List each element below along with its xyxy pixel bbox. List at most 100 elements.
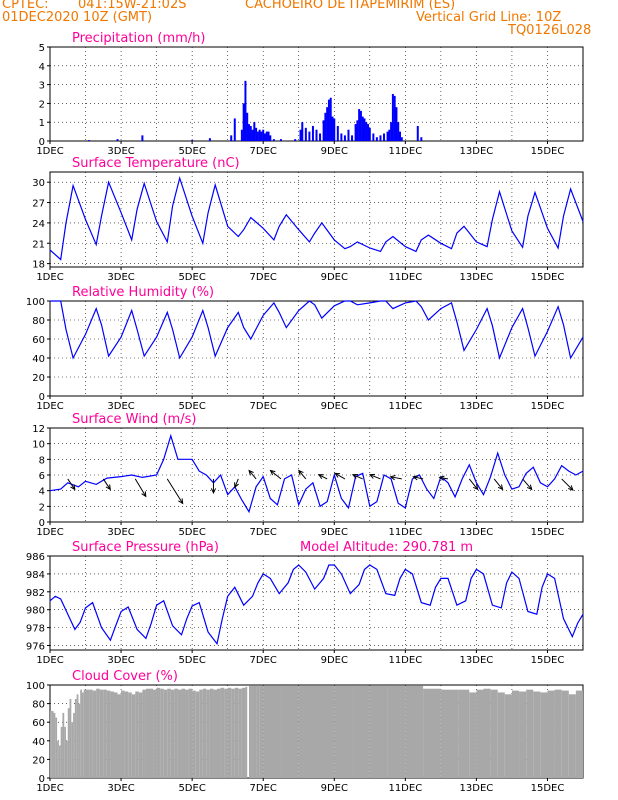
- panel-title-wind: Surface Wind (m/s): [72, 412, 196, 427]
- panel-title-precip: Precipitation (mm/h): [72, 31, 205, 46]
- wind-arrow-shaft: [390, 476, 402, 480]
- bar-precip: [329, 97, 332, 141]
- xtick-label-wind: 11DEC: [388, 527, 422, 538]
- wind-arrow-shaft: [298, 470, 307, 480]
- bar-precip: [383, 133, 386, 141]
- bar-precip: [365, 122, 368, 141]
- bar-precip: [397, 122, 400, 141]
- xtick-label-cloud: 11DEC: [388, 783, 422, 794]
- xtick-label-wind: 7DEC: [250, 527, 277, 538]
- xtick-label-rh: 7DEC: [250, 401, 277, 412]
- xtick-label-rh: 13DEC: [460, 401, 494, 412]
- series-line-temp: [49, 175, 584, 261]
- xtick-label-wind: 9DEC: [321, 527, 348, 538]
- bar-precip: [372, 133, 375, 141]
- bar-precip: [315, 129, 318, 141]
- bar-cloud: [83, 689, 86, 778]
- bar-cloud: [540, 692, 548, 778]
- bar-precip: [351, 135, 354, 141]
- xtick-label-wind: 3DEC: [107, 527, 134, 538]
- ytick-label-cloud: 100: [26, 681, 45, 692]
- bar-precip: [379, 135, 382, 141]
- bar-cloud: [497, 692, 505, 778]
- bar-cloud: [199, 689, 203, 778]
- bar-precip: [304, 127, 307, 141]
- bar-cloud: [387, 685, 406, 778]
- bar-precip: [88, 140, 91, 141]
- bar-cloud: [78, 703, 81, 778]
- bar-cloud: [106, 690, 111, 778]
- bar-cloud: [65, 740, 68, 778]
- ytick-label-wind: 10: [32, 440, 45, 451]
- ytick-label-pres: 980: [26, 606, 45, 617]
- wind-arrow-shaft: [522, 478, 533, 490]
- bar-precip: [242, 103, 245, 141]
- bar-cloud: [76, 694, 79, 778]
- bar-precip: [141, 135, 144, 141]
- bar-cloud: [73, 712, 75, 778]
- wind-arrow-head: [568, 485, 574, 491]
- xtick-label-temp: 9DEC: [321, 272, 348, 283]
- xtick-label-temp: 1DEC: [36, 272, 63, 283]
- bar-precip: [390, 122, 393, 141]
- ytick-label-pres: 986: [26, 552, 45, 563]
- xtick-label-temp: 15DEC: [531, 272, 565, 283]
- header-source: CPTEC:: [2, 0, 49, 12]
- bar-cloud: [192, 690, 196, 778]
- bar-precip: [361, 116, 364, 141]
- bar-cloud: [67, 708, 70, 778]
- panel-frame-precip: [49, 46, 584, 142]
- bar-precip: [230, 135, 233, 141]
- bar-precip: [420, 137, 423, 141]
- bar-precip: [247, 124, 250, 141]
- ytick-label-precip: 4: [39, 62, 45, 73]
- bar-precip: [244, 80, 247, 141]
- ytick-label-precip: 5: [39, 43, 45, 54]
- xtick-label-pres: 5DEC: [178, 655, 205, 666]
- xtick-label-wind: 1DEC: [36, 527, 63, 538]
- xtick-label-precip: 13DEC: [460, 146, 494, 157]
- bar-cloud: [440, 689, 459, 778]
- xtick-label-cloud: 13DEC: [460, 783, 494, 794]
- wind-arrow-head: [178, 498, 184, 505]
- series-line-pres: [49, 564, 584, 646]
- bar-cloud: [561, 690, 569, 778]
- xtick-label-pres: 9DEC: [321, 655, 348, 666]
- xtick-label-precip: 15DEC: [531, 146, 565, 157]
- bar-cloud: [124, 691, 129, 778]
- bar-precip: [260, 131, 263, 141]
- bar-cloud: [85, 689, 90, 778]
- panel-frame-rh: [49, 300, 584, 397]
- bar-precip: [251, 129, 254, 141]
- wind-arrow-shaft: [561, 478, 574, 491]
- bar-precip: [327, 99, 330, 141]
- bar-precip: [368, 127, 371, 141]
- panel-title-temp: Surface Temperature (nC): [72, 156, 240, 171]
- series-line-rh: [50, 300, 584, 361]
- ytick-label-precip: 3: [39, 81, 45, 92]
- bar-precip: [263, 133, 266, 141]
- bar-precip: [208, 138, 211, 141]
- bar-cloud: [298, 685, 317, 778]
- wind-arrow-head: [141, 491, 147, 498]
- panel-title-pres: Surface Pressure (hPa): [72, 540, 219, 555]
- wind-arrow-shaft: [234, 478, 239, 488]
- xtick-label-rh: 5DEC: [178, 401, 205, 412]
- wind-arrow-shaft: [67, 478, 76, 490]
- bar-precip: [249, 125, 252, 141]
- xtick-label-rh: 3DEC: [107, 401, 134, 412]
- bar-cloud: [352, 685, 370, 778]
- xtick-label-cloud: 5DEC: [178, 783, 205, 794]
- ytick-label-cloud: 0: [39, 774, 45, 785]
- bar-cloud: [153, 689, 157, 778]
- bar-cloud: [519, 691, 527, 778]
- ytick-label-temp: 18: [32, 260, 45, 271]
- wind-arrow-head: [438, 475, 445, 481]
- ytick-label-cloud: 40: [32, 737, 45, 748]
- bar-cloud: [80, 689, 82, 778]
- xtick-label-temp: 5DEC: [178, 272, 205, 283]
- bar-cloud: [526, 689, 534, 778]
- bar-cloud: [113, 692, 118, 778]
- xtick-label-pres: 15DEC: [531, 655, 565, 666]
- bar-cloud: [423, 688, 441, 778]
